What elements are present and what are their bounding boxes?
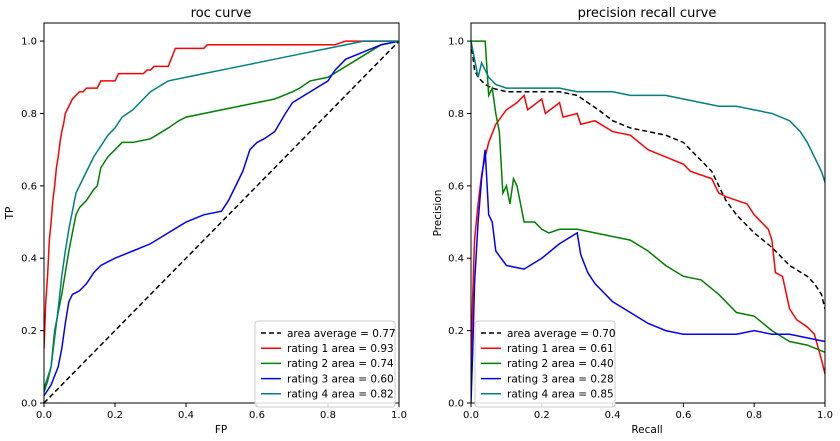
pr-legend-label-1: rating 1 area = 0.61 (507, 343, 614, 355)
roc-y-tick-label: 0.8 (21, 109, 37, 120)
pr-legend-label-2: rating 2 area = 0.40 (507, 358, 614, 370)
pr-y-axis-label: Precision (432, 190, 444, 237)
pr-series-line-2 (471, 40, 825, 354)
roc-legend-label-2: rating 2 area = 0.74 (287, 358, 394, 370)
roc-x-tick-label: 0.4 (178, 410, 194, 421)
pr-axes-frame (470, 22, 826, 404)
pr-x-tick-label: 0.0 (463, 410, 479, 421)
roc-x-tick-label: 0.2 (107, 410, 123, 421)
roc-y-tick-label: 0.0 (21, 399, 37, 410)
pr-chart-title: precision recall curve (578, 6, 717, 21)
pr-x-tick-label: 1.0 (817, 410, 833, 421)
pr-y-tick-label: 0.2 (448, 326, 464, 337)
roc-series-line-3 (44, 40, 399, 397)
roc-legend-box (254, 320, 396, 408)
pr-series-line-3 (471, 149, 825, 403)
pr-legend-label-3: rating 3 area = 0.28 (507, 373, 614, 385)
roc-x-tick-label: 0.8 (320, 410, 336, 421)
pr-y-tick-label: 1.0 (448, 37, 464, 48)
roc-chart-title: roc curve (191, 6, 252, 21)
roc-y-tick-label: 0.4 (21, 254, 37, 265)
pr-y-tick-label: 0.6 (448, 181, 464, 192)
pr-legend: area average = 0.70 rating 1 area = 0.61 r… (474, 320, 616, 408)
pr-y-tick-label: 0.8 (448, 109, 464, 120)
pr-chart: precision recall curve Recall Precision … (432, 6, 833, 436)
pr-x-tick-label: 0.6 (675, 410, 691, 421)
roc-axes-frame (43, 22, 400, 404)
pr-x-tick-label: 0.4 (605, 410, 621, 421)
pr-series-line-4 (471, 40, 825, 183)
pr-y-tick-label: 0.4 (448, 254, 464, 265)
roc-x-tick-label: 1.0 (391, 410, 407, 421)
roc-plot-area: 0.0 0.2 0.4 0.6 0.8 1.0 0.0 0.2 0.4 0.6 0.8 1.0 area… (21, 22, 407, 421)
pr-x-tick-label: 0.8 (746, 410, 762, 421)
roc-legend-label-0: area average = 0.77 (287, 328, 396, 340)
pr-y-tick-label: 0.0 (448, 399, 464, 410)
roc-chart: roc curve FP TP 0.0 0.2 0.4 0.6 0.8 1.0 0.0 0.2… (4, 6, 407, 436)
roc-legend-label-3: rating 3 area = 0.60 (287, 373, 394, 385)
pr-legend-box (474, 320, 616, 408)
roc-x-tick-label: 0.6 (249, 410, 265, 421)
pr-legend-label-0: area average = 0.70 (507, 328, 616, 340)
roc-series-line-1 (44, 40, 399, 349)
roc-series-group (44, 40, 399, 403)
roc-y-tick-label: 0.2 (21, 326, 37, 337)
roc-legend-label-1: rating 1 area = 0.93 (287, 343, 394, 355)
pr-series-group (471, 40, 825, 403)
roc-legend-label-4: rating 4 area = 0.82 (287, 389, 394, 401)
roc-legend: area average = 0.77 rating 1 area = 0.93 r… (254, 320, 396, 408)
roc-series-line-2 (44, 40, 399, 393)
roc-series-line-0 (44, 40, 399, 403)
roc-y-tick-label: 1.0 (21, 37, 37, 48)
pr-series-line-1 (471, 93, 825, 375)
pr-plot-area: 0.0 0.2 0.4 0.6 0.8 1.0 0.0 0.2 0.4 0.6 0.8 1.0 area… (448, 22, 833, 421)
pr-legend-label-4: rating 4 area = 0.85 (507, 389, 614, 401)
roc-x-tick-label: 0.0 (36, 410, 52, 421)
pr-series-line-0 (471, 41, 825, 310)
roc-y-axis-label: TP (4, 207, 16, 221)
roc-series-line-4 (44, 40, 399, 389)
roc-x-axis-label: FP (215, 424, 227, 436)
pr-x-axis-label: Recall (631, 424, 662, 436)
roc-y-tick-label: 0.6 (21, 181, 37, 192)
pr-x-tick-label: 0.2 (534, 410, 550, 421)
